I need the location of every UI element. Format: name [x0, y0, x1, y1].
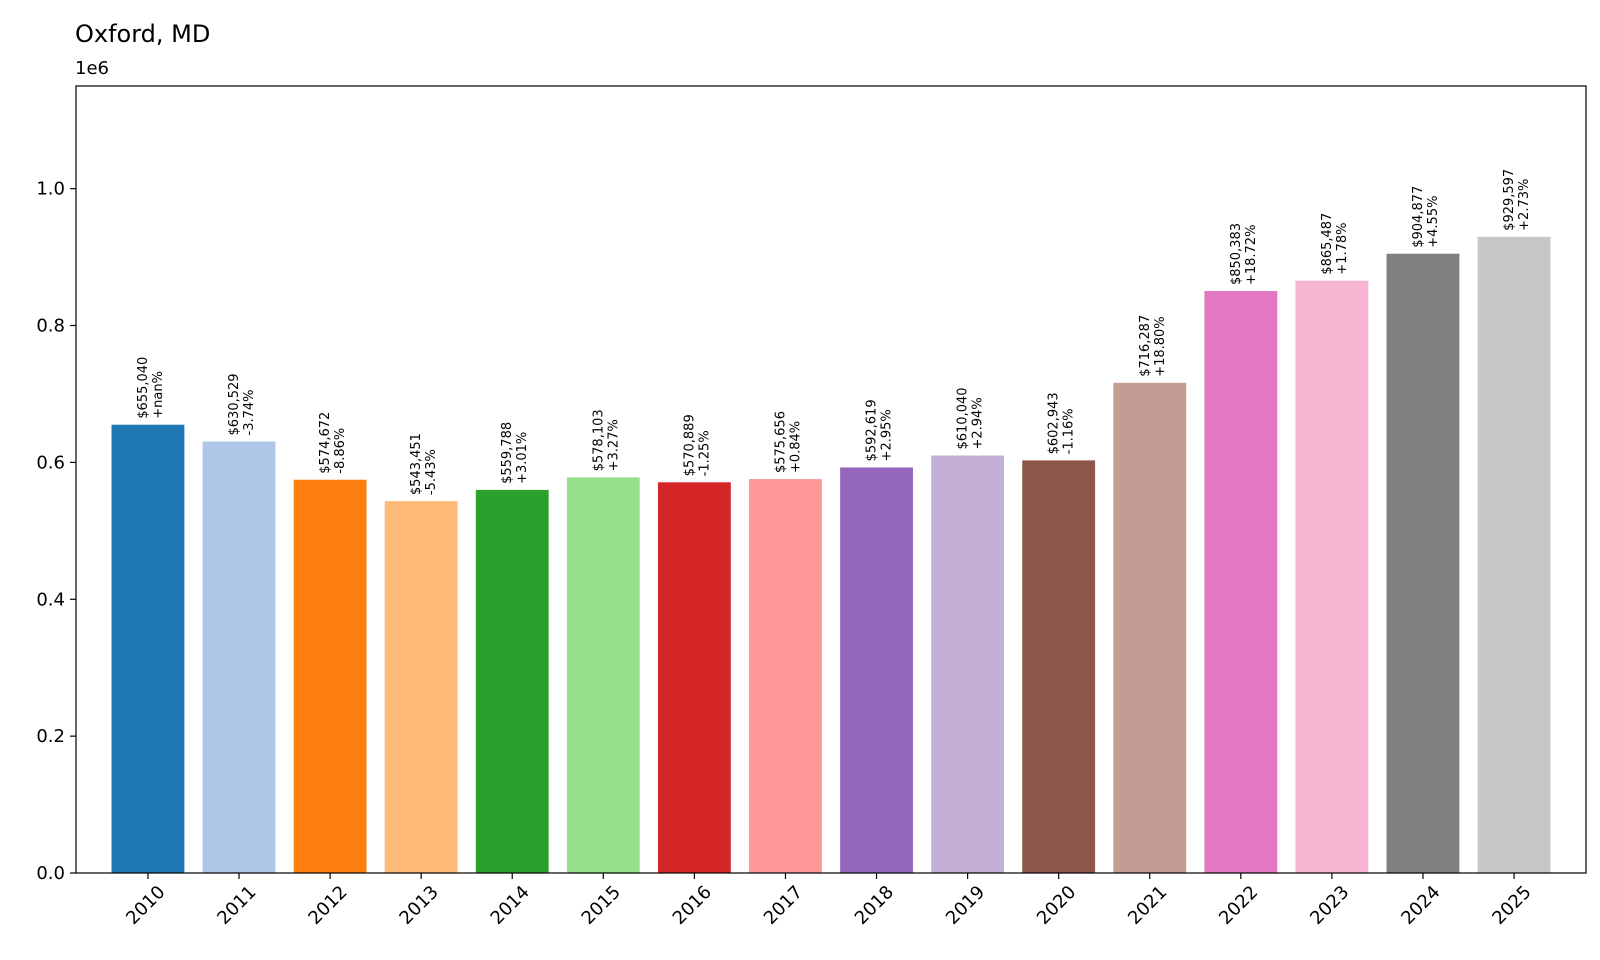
value-label-2015: $578,103 [591, 409, 606, 471]
bar-2022 [1204, 291, 1278, 873]
bar-2015 [566, 477, 640, 873]
y-axis-offset-label: 1e6 [75, 58, 109, 79]
bar-2018 [840, 467, 913, 873]
x-tick-label: 2015 [578, 882, 625, 929]
x-tick-label: 2022 [1215, 882, 1262, 929]
change-label-2021: +18.80% [1153, 316, 1168, 376]
value-label-2010: $655,040 [136, 357, 151, 419]
value-label-2018: $592,619 [865, 399, 880, 461]
x-tick-label: 2020 [1033, 882, 1080, 929]
change-label-2015: +3.27% [606, 419, 621, 471]
value-label-2022: $850,383 [1229, 223, 1244, 285]
value-label-2016: $570,889 [682, 414, 697, 476]
change-label-2023: +1.78% [1335, 223, 1350, 275]
x-tick-label: 2025 [1488, 882, 1535, 929]
change-label-2016: -1.25% [697, 430, 712, 476]
value-label-2011: $630,529 [227, 373, 242, 435]
value-label-2025: $929,597 [1502, 169, 1517, 231]
value-label-2024: $904,877 [1411, 186, 1426, 248]
change-label-2019: +2.94% [971, 397, 986, 449]
change-label-2014: +3.01% [515, 432, 530, 484]
x-tick-label: 2013 [395, 882, 442, 929]
y-tick-label: 0.2 [36, 726, 65, 747]
bar-2020 [1022, 460, 1096, 873]
x-tick-label: 2017 [760, 882, 807, 929]
x-tick-label: 2021 [1124, 882, 1171, 929]
value-label-2012: $574,672 [318, 412, 333, 474]
bar-2023 [1295, 280, 1369, 874]
x-tick-label: 2016 [669, 882, 716, 929]
x-tick-label: 2011 [213, 882, 260, 929]
change-label-2025: +2.73% [1517, 179, 1532, 231]
bar-2025 [1477, 236, 1551, 873]
x-tick-label: 2010 [122, 882, 169, 929]
bar-2019 [931, 455, 1005, 873]
x-tick-label: 2014 [487, 882, 534, 929]
change-label-2010: +nan% [151, 371, 166, 419]
plot-frame [75, 85, 1587, 874]
bar-2024 [1386, 253, 1460, 873]
value-label-2019: $610,040 [956, 387, 971, 449]
y-tick-label: 0.6 [36, 452, 65, 473]
change-label-2024: +4.55% [1426, 196, 1441, 248]
bar-2010 [111, 424, 185, 873]
value-label-2013: $543,451 [409, 433, 424, 495]
bar-2013 [384, 501, 458, 873]
value-label-2020: $602,943 [1047, 392, 1062, 454]
y-tick-label: 0.0 [36, 863, 65, 884]
change-label-2013: -5.43% [424, 449, 439, 495]
change-label-2018: +2.95% [880, 409, 895, 461]
chart-title: Oxford, MD [75, 20, 211, 48]
bar-2014 [475, 489, 549, 873]
change-label-2011: -3.74% [242, 389, 257, 435]
bar-2021 [1113, 382, 1187, 873]
value-label-2023: $865,487 [1320, 213, 1335, 275]
x-tick-label: 2019 [942, 882, 989, 929]
value-label-2021: $716,287 [1138, 315, 1153, 377]
bar-2011 [202, 441, 276, 873]
y-tick-label: 0.4 [36, 589, 65, 610]
bar-2016 [657, 482, 731, 873]
x-tick-label: 2023 [1306, 882, 1353, 929]
y-tick-label: 0.8 [36, 316, 65, 337]
change-label-2012: -8.86% [333, 428, 348, 474]
x-tick-label: 2012 [304, 882, 351, 929]
bar-2012 [293, 479, 367, 873]
x-tick-label: 2018 [851, 882, 898, 929]
y-tick-label: 1.0 [36, 179, 65, 200]
change-label-2020: -1.16% [1062, 408, 1077, 454]
bar-2017 [749, 479, 822, 873]
value-label-2014: $559,788 [500, 422, 515, 484]
change-label-2022: +18.72% [1244, 225, 1259, 285]
x-tick-label: 2024 [1397, 882, 1444, 929]
value-label-2017: $575,656 [773, 411, 788, 473]
change-label-2017: +0.84% [788, 421, 803, 473]
